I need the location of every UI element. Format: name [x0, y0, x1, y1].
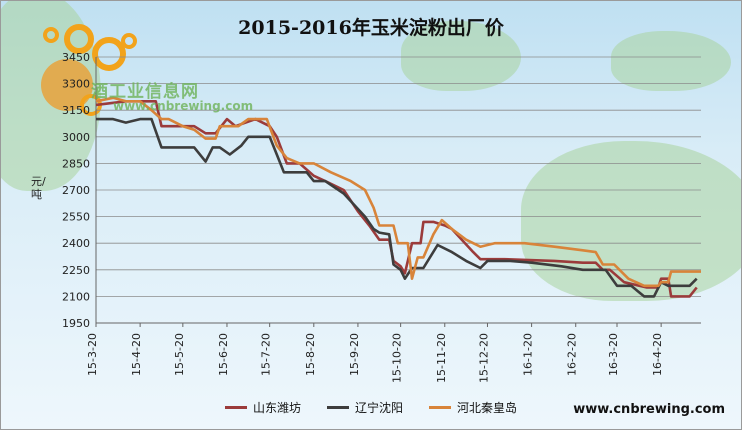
y-tick-label: 3150: [62, 104, 90, 117]
legend-label-1: 山东潍坊: [253, 401, 302, 415]
y-tick-label: 3000: [62, 131, 90, 144]
x-tick-label: 16-2-20: [566, 333, 579, 376]
legend-swatch-1: [225, 406, 247, 409]
y-tick-label: 3450: [62, 51, 90, 64]
x-tick-label: 15-10-20: [391, 333, 404, 383]
logo-rings-icon: [41, 24, 137, 116]
x-tick-label: 15-8-20: [304, 333, 317, 376]
y-tick-labels: 1950 2100 2250 2400 2550 2700 2850 3000 3150 3300…: [62, 51, 90, 330]
watermark-url-text: www.cnbrewing.com: [113, 99, 254, 113]
x-tick-label: 15-5-20: [173, 333, 186, 376]
axes: [95, 57, 701, 327]
x-tick-labels: 15-3-20 15-4-20 15-5-20 15-6-20 15-7-20 15-8-…: [86, 333, 664, 383]
chart-title: 2015-2016年玉米淀粉出厂价: [238, 17, 504, 39]
background-map-shape: [611, 31, 731, 91]
footer-url: www.cnbrewing.com: [573, 402, 725, 417]
series-line-1: [95, 100, 698, 298]
legend-item: 山东潍坊: [225, 399, 301, 416]
x-tick-label: 15-6-20: [217, 333, 230, 376]
y-axis-label: 元/吨: [31, 175, 46, 201]
legend-label-2: 辽宁沈阳: [355, 401, 404, 415]
x-tick-label: 16-3-20: [607, 333, 620, 376]
x-tick-label: 15-4-20: [130, 333, 143, 376]
series-line-3: [95, 96, 701, 288]
y-tick-label: 2100: [62, 290, 90, 303]
background-map-shape: [401, 21, 521, 91]
legend-label-3: 河北秦皇岛: [457, 401, 518, 415]
y-tick-label: 3300: [62, 78, 90, 91]
x-tick-label: 15-7-20: [260, 333, 273, 376]
y-tick-label: 2400: [62, 237, 90, 250]
legend-item: 辽宁沈阳: [327, 399, 403, 416]
x-tick-label: 15-3-20: [86, 333, 99, 376]
y-tick-label: 2700: [62, 184, 90, 197]
y-tick-label: 1950: [62, 317, 90, 330]
y-tick-label: 2850: [62, 157, 90, 170]
chart-legend: 山东潍坊 辽宁沈阳 河北秦皇岛: [225, 399, 517, 416]
x-tick-label: 15-9-20: [348, 333, 361, 376]
legend-swatch-2: [327, 406, 350, 409]
y-tick-label: 2550: [62, 211, 90, 224]
legend-item: 河北秦皇岛: [429, 399, 517, 416]
x-tick-label: 15-11-20: [435, 333, 448, 383]
watermark-logo-text: 酒工业信息网: [91, 82, 199, 102]
series-lines: [95, 96, 701, 298]
background-map-shape: [521, 141, 741, 301]
series-line-2: [96, 117, 698, 298]
x-tick-label: 15-12-20: [477, 333, 490, 383]
legend-swatch-3: [429, 406, 452, 409]
x-tick-label: 16-1-20: [522, 333, 535, 376]
x-tick-label: 16-4-20: [651, 333, 664, 376]
y-tick-label: 2250: [62, 264, 90, 277]
